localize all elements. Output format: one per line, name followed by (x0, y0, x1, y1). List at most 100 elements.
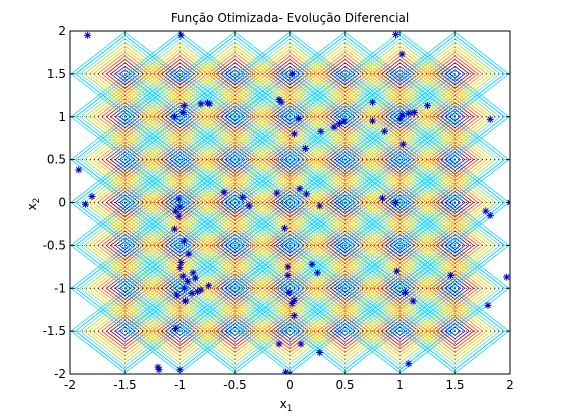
contour-line (206, 223, 264, 268)
contour-line (96, 266, 154, 311)
contour-line (165, 233, 195, 258)
contour-line (371, 223, 429, 268)
y-tick-label: 1 (58, 110, 66, 124)
contour-line (184, 291, 286, 371)
data-point (424, 102, 431, 110)
contour-line (173, 240, 187, 251)
contour-line (385, 233, 415, 258)
contour-line (303, 84, 387, 150)
contour-line (409, 38, 501, 110)
contour-line (70, 74, 180, 160)
contour-line (418, 87, 492, 146)
contour-line (138, 213, 222, 278)
contour-line (253, 173, 327, 232)
contour-center (124, 73, 126, 75)
data-point (398, 111, 406, 119)
contour-line (257, 134, 323, 186)
contour-line (160, 315, 200, 347)
contour-line (338, 69, 352, 79)
contour-line (404, 34, 506, 114)
data-point (486, 115, 494, 123)
data-point (176, 264, 184, 272)
contour-line (283, 240, 297, 251)
contour-line (134, 209, 226, 282)
data-point (285, 289, 293, 297)
contour-line (266, 141, 314, 179)
contour-line (118, 240, 132, 251)
data-point (308, 260, 316, 268)
contour-line (290, 159, 400, 246)
contour-line (400, 159, 510, 246)
y-tick-label: 0.5 (47, 153, 66, 167)
contour-line (224, 322, 246, 340)
contour-line (431, 98, 479, 136)
contour-line (330, 233, 360, 258)
data-point (284, 263, 292, 271)
contour-line (385, 62, 415, 86)
contour-line (422, 48, 488, 100)
contour-line (92, 262, 158, 314)
contour-line (371, 309, 429, 354)
contour-line (129, 249, 231, 328)
contour-line (385, 190, 415, 215)
contour-line (312, 48, 378, 100)
contour-line (409, 209, 501, 282)
contour-line (189, 166, 281, 239)
contour-line (358, 298, 442, 364)
contour-line (228, 69, 242, 79)
contour-line (330, 62, 360, 86)
contour-line (235, 159, 345, 246)
contour-line (88, 259, 162, 318)
contour-line (193, 170, 277, 235)
contour-line (418, 216, 492, 275)
contour-line (202, 91, 268, 143)
contour-line (279, 237, 301, 254)
contour-center (399, 201, 401, 204)
data-point (188, 289, 196, 297)
contour-line (101, 183, 149, 222)
data-point (396, 114, 404, 122)
contour-line (316, 94, 374, 139)
contour-line (125, 159, 235, 246)
contour-line (248, 170, 332, 235)
data-point (273, 189, 281, 197)
contour-line (224, 108, 246, 126)
data-point (316, 202, 324, 210)
contour-line (261, 94, 319, 139)
contour-line (275, 147, 305, 172)
contour-line (228, 283, 242, 294)
data-point (281, 224, 288, 232)
data-point (303, 190, 310, 198)
contour-line (367, 262, 433, 314)
contour-line (385, 147, 415, 172)
data-point (88, 192, 96, 200)
data-point (206, 100, 214, 108)
contour-line (189, 295, 281, 367)
contour-line (312, 134, 378, 186)
contour-line (239, 120, 341, 199)
contour-line (114, 108, 136, 126)
contour-line (404, 120, 506, 199)
contour-line (312, 91, 378, 143)
contour-line (114, 194, 136, 211)
contour-line (193, 41, 277, 107)
contour-line (283, 197, 297, 208)
data-point (296, 185, 304, 193)
contour-line (334, 65, 356, 83)
contour-line (279, 65, 301, 83)
contour-line (180, 117, 290, 203)
data-point (197, 100, 205, 108)
contour-line (312, 219, 378, 271)
data-point (317, 127, 325, 135)
contour-line (325, 315, 365, 347)
contour-line (290, 74, 400, 160)
data-point (290, 130, 298, 138)
contour-line (138, 298, 222, 364)
contour-line (444, 194, 466, 211)
contour-line (134, 166, 226, 239)
contour-center (179, 73, 181, 75)
contour-line (156, 183, 204, 222)
contour-line (422, 91, 488, 143)
contour-line (244, 38, 336, 110)
contour-line (409, 166, 501, 239)
